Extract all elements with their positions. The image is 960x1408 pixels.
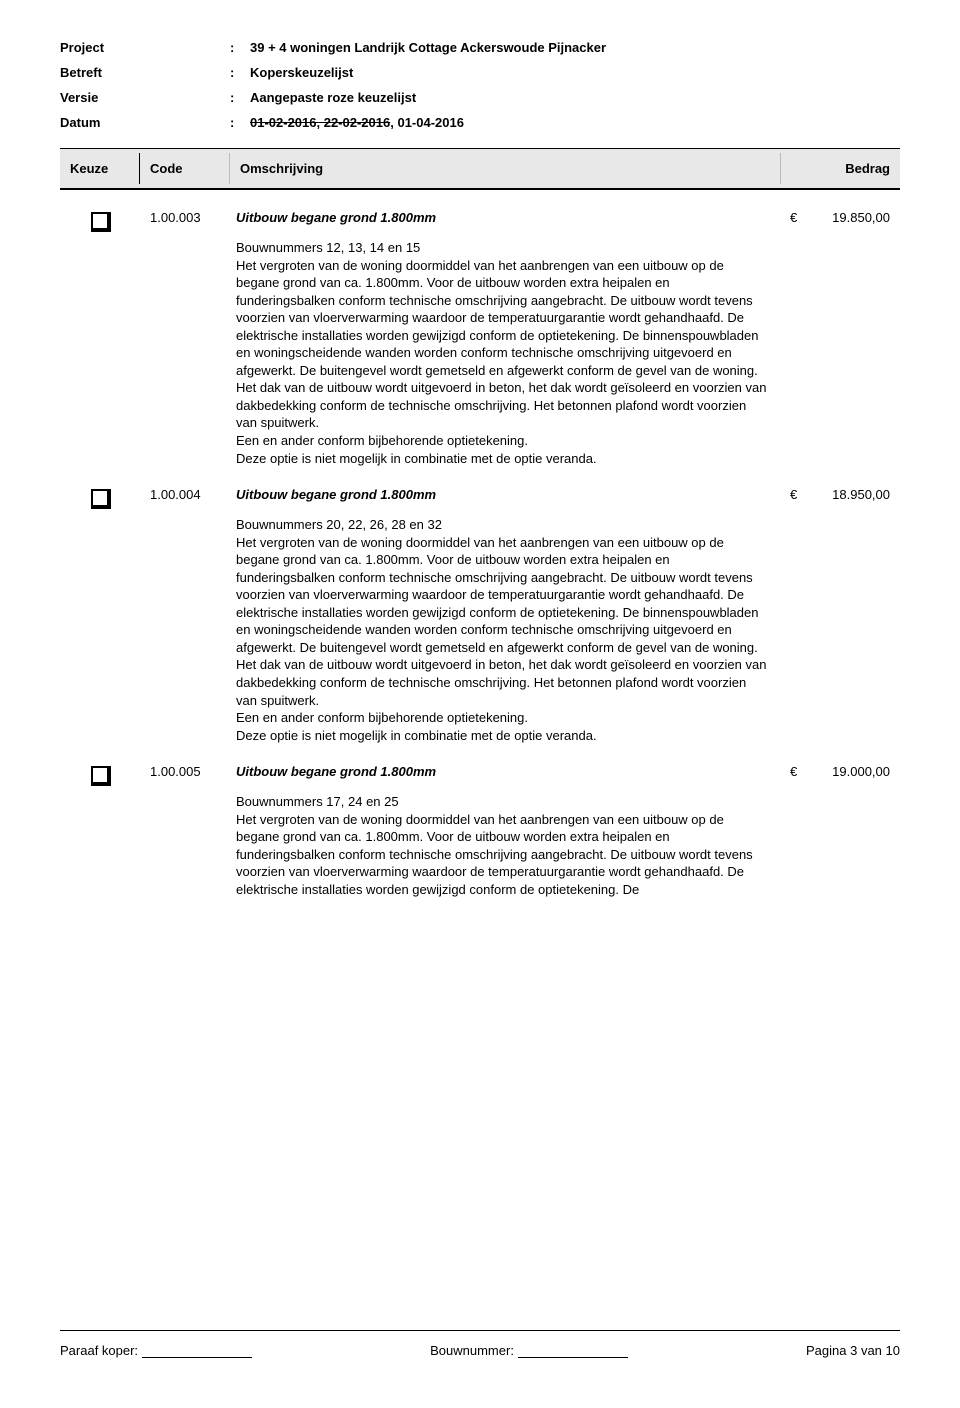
footer-pagina: Pagina 3 van 10 xyxy=(806,1343,900,1358)
table-header-row: Keuze Code Omschrijving Bedrag xyxy=(60,149,900,189)
header-colon: : xyxy=(230,65,250,80)
item-body: Bouwnummers 17, 24 en 25Het vergroten va… xyxy=(236,793,770,898)
cell-code: 1.00.004 xyxy=(140,487,230,750)
footer-bouwnummer-label: Bouwnummer: xyxy=(430,1343,514,1358)
footer-paraaf-line xyxy=(142,1357,252,1358)
header-value: 39 + 4 woningen Landrijk Cottage Ackersw… xyxy=(250,40,900,55)
item-body: Bouwnummers 12, 13, 14 en 15Het vergrote… xyxy=(236,239,770,467)
item-title: Uitbouw begane grond 1.800mm xyxy=(236,764,770,779)
footer-paraaf: Paraaf koper: xyxy=(60,1343,252,1358)
header-row: Datum:01-02-2016, 22-02-2016, 01-04-2016 xyxy=(60,115,900,130)
col-header-bedrag: Bedrag xyxy=(780,153,900,184)
currency-symbol: € xyxy=(790,210,797,473)
options-table: Keuze Code Omschrijving Bedrag xyxy=(60,148,900,190)
cell-keuze xyxy=(60,764,140,904)
cell-bedrag: €18.950,00 xyxy=(780,487,900,750)
currency-symbol: € xyxy=(790,487,797,750)
cell-keuze xyxy=(60,487,140,750)
amount-value: 18.950,00 xyxy=(832,487,890,750)
header-row: Project:39 + 4 woningen Landrijk Cottage… xyxy=(60,40,900,55)
footer-bouwnummer: Bouwnummer: xyxy=(430,1343,627,1358)
header-row: Versie:Aangepaste roze keuzelijst xyxy=(60,90,900,105)
table-row: 1.00.003 Uitbouw begane grond 1.800mm Bouw… xyxy=(60,196,900,473)
header-colon: : xyxy=(230,90,250,105)
cell-keuze xyxy=(60,210,140,473)
cell-bedrag: €19.000,00 xyxy=(780,764,900,904)
col-header-keuze: Keuze xyxy=(60,153,140,184)
header-colon: : xyxy=(230,115,250,130)
header-row: Betreft:Koperskeuzelijst xyxy=(60,65,900,80)
cell-code: 1.00.005 xyxy=(140,764,230,904)
cell-omschrijving: Uitbouw begane grond 1.800mm Bouwnummers … xyxy=(230,764,780,904)
item-body: Bouwnummers 20, 22, 26, 28 en 32Het verg… xyxy=(236,516,770,744)
header-label: Betreft xyxy=(60,65,230,80)
table-row: 1.00.005 Uitbouw begane grond 1.800mm Bouw… xyxy=(60,750,900,904)
item-title: Uitbouw begane grond 1.800mm xyxy=(236,210,770,225)
header-colon: : xyxy=(230,40,250,55)
table-row: 1.00.004 Uitbouw begane grond 1.800mm Bouw… xyxy=(60,473,900,750)
cell-omschrijving: Uitbouw begane grond 1.800mm Bouwnummers … xyxy=(230,487,780,750)
cell-bedrag: €19.850,00 xyxy=(780,210,900,473)
header-label: Datum xyxy=(60,115,230,130)
currency-symbol: € xyxy=(790,764,797,904)
col-header-code: Code xyxy=(140,153,230,184)
cell-code: 1.00.003 xyxy=(140,210,230,473)
item-title: Uitbouw begane grond 1.800mm xyxy=(236,487,770,502)
checkbox-icon[interactable] xyxy=(91,766,109,784)
cell-omschrijving: Uitbouw begane grond 1.800mm Bouwnummers … xyxy=(230,210,780,473)
header-label: Project xyxy=(60,40,230,55)
footer-paraaf-label: Paraaf koper: xyxy=(60,1343,138,1358)
footer-bouwnummer-line xyxy=(518,1357,628,1358)
header-label: Versie xyxy=(60,90,230,105)
amount-value: 19.850,00 xyxy=(832,210,890,473)
page-footer: Paraaf koper: Bouwnummer: Pagina 3 van 1… xyxy=(60,1330,900,1358)
header-value: Koperskeuzelijst xyxy=(250,65,900,80)
col-header-omschrijving: Omschrijving xyxy=(230,153,780,184)
document-header: Project:39 + 4 woningen Landrijk Cottage… xyxy=(60,40,900,130)
amount-value: 19.000,00 xyxy=(832,764,890,904)
header-value: 01-02-2016, 22-02-2016, 01-04-2016 xyxy=(250,115,900,130)
checkbox-icon[interactable] xyxy=(91,212,109,230)
items-container: 1.00.003 Uitbouw begane grond 1.800mm Bouw… xyxy=(60,196,900,905)
header-value: Aangepaste roze keuzelijst xyxy=(250,90,900,105)
checkbox-icon[interactable] xyxy=(91,489,109,507)
